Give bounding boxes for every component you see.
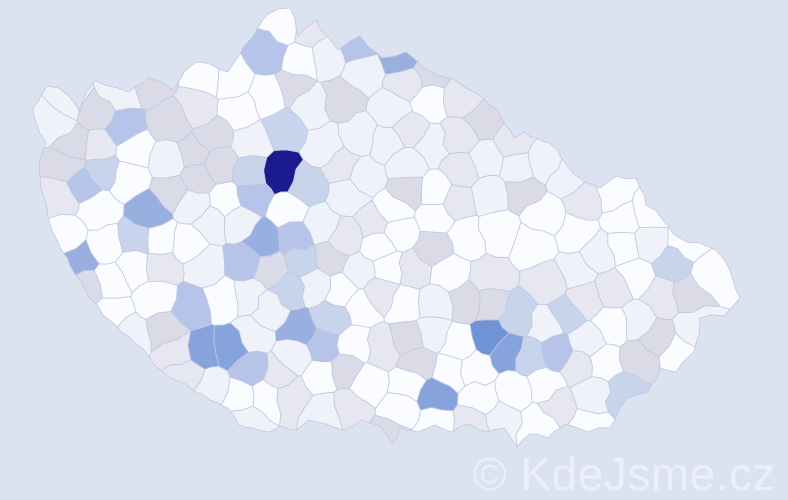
- district-cell: [134, 77, 179, 111]
- district-cell: [598, 200, 640, 234]
- district-cell: [324, 271, 359, 308]
- district-cell: [75, 269, 103, 304]
- district-cell: [492, 122, 539, 158]
- district-cell: [315, 240, 350, 277]
- district-cell: [130, 280, 178, 320]
- district-cell: [567, 320, 607, 358]
- district-cell: [383, 217, 421, 253]
- district-cell: [337, 110, 378, 157]
- district-cell: [515, 401, 561, 448]
- district-cell: [311, 36, 346, 83]
- district-cell: [442, 184, 478, 222]
- district-cell: [667, 226, 713, 263]
- district-cell: [368, 414, 413, 445]
- district-cell: [257, 7, 297, 46]
- district-cell: [233, 277, 268, 318]
- district-cell: [109, 160, 153, 205]
- district-cell: [336, 324, 371, 364]
- district-cell: [294, 19, 329, 48]
- district-cell: [146, 252, 185, 286]
- district-cell: [457, 380, 500, 415]
- district-cell: [208, 181, 242, 218]
- district-cell: [363, 277, 401, 318]
- district-cell: [690, 247, 741, 310]
- watermark-text: © KdeJsme.cz: [472, 447, 776, 500]
- district-cell: [371, 187, 416, 223]
- district-cell: [448, 279, 481, 325]
- district-cell: [216, 52, 256, 100]
- district-cell: [85, 223, 124, 265]
- district-cell: [498, 285, 538, 337]
- watermark: © KdeJsme.cz: [473, 450, 776, 498]
- district-cell: [84, 128, 118, 161]
- district-cell: [527, 137, 563, 186]
- district-cell: [47, 213, 89, 254]
- district-cell: [38, 146, 86, 183]
- district-cell: [277, 221, 315, 255]
- district-cell: [220, 376, 255, 412]
- district-cell: [632, 186, 670, 228]
- district-cell: [395, 347, 438, 381]
- district-cell: [148, 174, 189, 215]
- district-cell: [172, 221, 211, 265]
- district-cell: [93, 79, 143, 112]
- district-cell: [381, 67, 423, 103]
- district-cell: [161, 359, 206, 391]
- district-cell: [274, 69, 318, 110]
- district-cell: [412, 231, 455, 267]
- district-cell: [263, 350, 299, 390]
- district-cell: [229, 405, 281, 433]
- district-cell: [176, 131, 210, 168]
- district-cell: [413, 122, 450, 170]
- district-cell: [517, 258, 568, 305]
- district-cell: [658, 332, 696, 373]
- district-cell: [560, 181, 603, 221]
- district-cell: [614, 257, 656, 300]
- district-cell: [619, 339, 661, 385]
- district-cell: [32, 94, 78, 149]
